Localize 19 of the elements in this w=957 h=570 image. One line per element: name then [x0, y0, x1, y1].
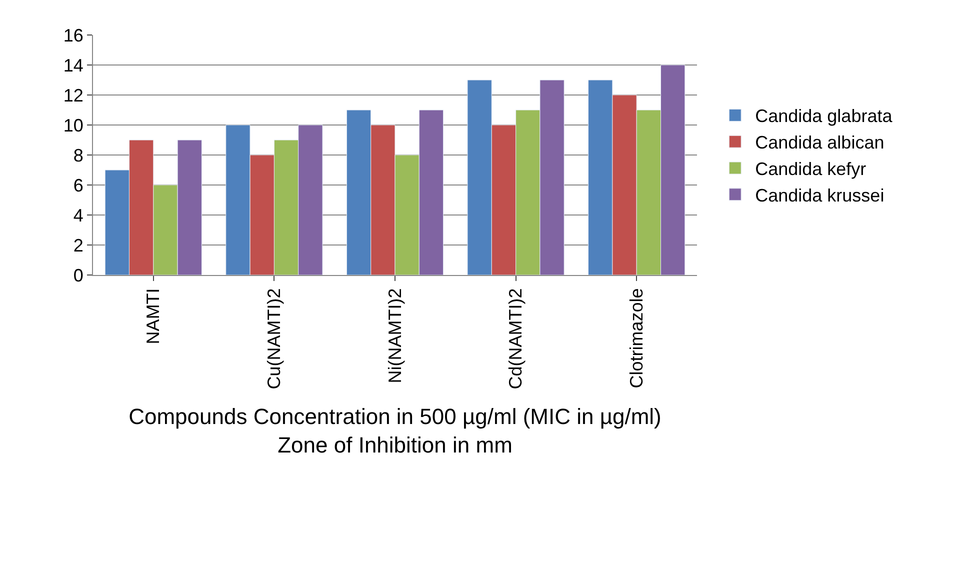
y-tick-label: 10 [63, 115, 84, 136]
x-tick-label: Ni(NAMTI)2 [384, 288, 405, 384]
x-tick-label: Clotrimazole [626, 288, 646, 388]
y-tick-label: 4 [73, 205, 84, 226]
y-tick-label: 12 [63, 85, 84, 106]
y-tick-label: 0 [73, 265, 84, 286]
x-tick-label: NAMTI [143, 288, 164, 344]
x-axis-title: Compounds Concentration in 500 µg/ml (MIC in µg/ml) Zone of Inhibition in mm [128, 404, 662, 458]
y-tick-label: 6 [73, 175, 84, 196]
legend-label: Candida glabrata [755, 106, 894, 126]
y-tick-label: 8 [73, 145, 84, 166]
x-tick-label: Cu(NAMTI)2 [264, 288, 284, 390]
x-tick-label: Cd(NAMTI)2 [506, 288, 526, 390]
legend-label: Candida krussei [755, 185, 884, 206]
legend-label: Candida kefyr [755, 159, 866, 180]
y-tick-label: 14 [63, 55, 84, 76]
y-tick-label: 2 [73, 235, 84, 256]
legend-label: Candida albican [755, 132, 884, 153]
y-tick-label: 16 [63, 25, 84, 46]
